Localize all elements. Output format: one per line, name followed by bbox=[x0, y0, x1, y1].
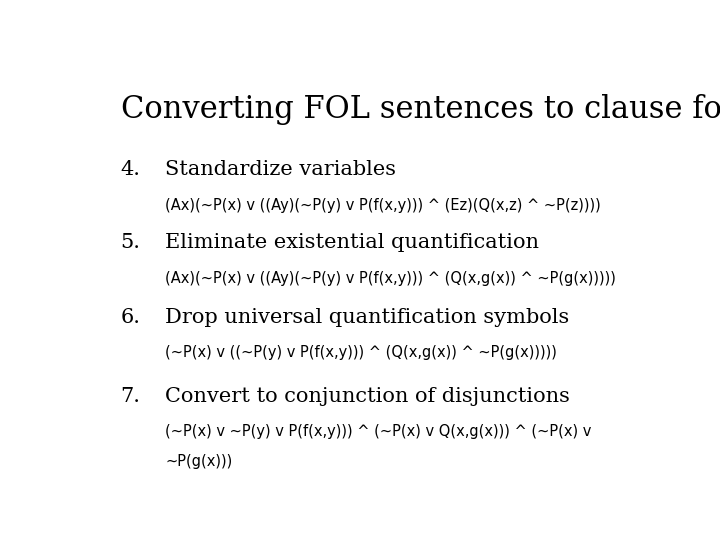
Text: Converting FOL sentences to clause form…: Converting FOL sentences to clause form… bbox=[121, 94, 720, 125]
Text: (~P(x) v ~P(y) v P(f(x,y))) ^ (~P(x) v Q(x,g(x))) ^ (~P(x) v: (~P(x) v ~P(y) v P(f(x,y))) ^ (~P(x) v Q… bbox=[166, 424, 592, 440]
Text: 4.: 4. bbox=[121, 160, 140, 179]
Text: ~P(g(x))): ~P(g(x))) bbox=[166, 454, 233, 469]
Text: 5.: 5. bbox=[121, 233, 140, 252]
Text: 6.: 6. bbox=[121, 308, 140, 327]
Text: (Ax)(~P(x) v ((Ay)(~P(y) v P(f(x,y))) ^ (Q(x,g(x)) ^ ~P(g(x))))): (Ax)(~P(x) v ((Ay)(~P(y) v P(f(x,y))) ^ … bbox=[166, 271, 616, 286]
Text: Convert to conjunction of disjunctions: Convert to conjunction of disjunctions bbox=[166, 387, 570, 406]
Text: (Ax)(~P(x) v ((Ay)(~P(y) v P(f(x,y))) ^ (Ez)(Q(x,z) ^ ~P(z)))): (Ax)(~P(x) v ((Ay)(~P(y) v P(f(x,y))) ^ … bbox=[166, 198, 601, 213]
Text: (~P(x) v ((~P(y) v P(f(x,y))) ^ (Q(x,g(x)) ^ ~P(g(x))))): (~P(x) v ((~P(y) v P(f(x,y))) ^ (Q(x,g(x… bbox=[166, 346, 557, 361]
Text: Eliminate existential quantification: Eliminate existential quantification bbox=[166, 233, 539, 252]
Text: Drop universal quantification symbols: Drop universal quantification symbols bbox=[166, 308, 570, 327]
Text: Standardize variables: Standardize variables bbox=[166, 160, 396, 179]
Text: 7.: 7. bbox=[121, 387, 140, 406]
